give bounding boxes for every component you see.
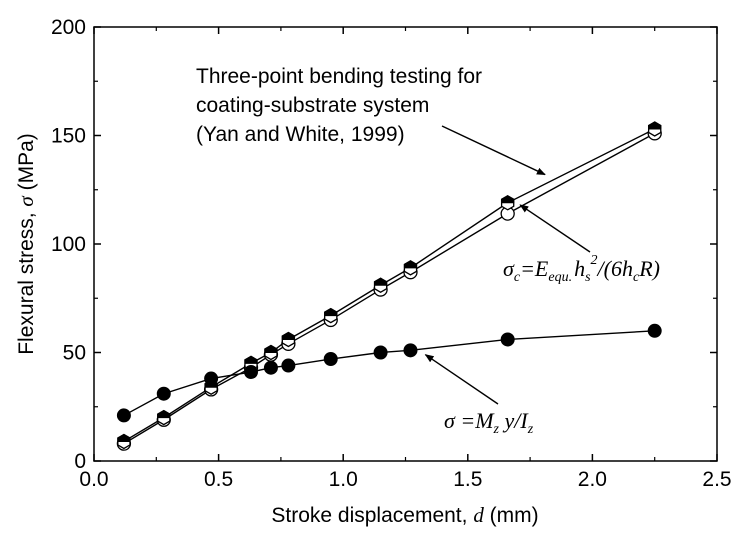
series-filled-circle: [116, 323, 662, 423]
arrow-sigma: [424, 354, 499, 405]
x-tick-label: 0.0: [79, 468, 108, 491]
x-axis-title: Stroke displacement, d (mm): [271, 503, 538, 527]
x-tick-label: 0.5: [204, 468, 233, 491]
series-line: [123, 132, 656, 445]
data-point: [156, 386, 171, 401]
annotation-three-point: Three-point bending testing for coating-…: [196, 65, 482, 146]
annotation-sigma-formula: σ =Mz y/Iz: [444, 408, 534, 437]
data-point: [647, 121, 662, 137]
data-point: [647, 323, 662, 338]
data-point: [117, 433, 131, 450]
data-point: [373, 345, 388, 360]
series-layer: [116, 121, 662, 451]
y-axis-ticks: 0 50 100 150 200: [51, 16, 717, 473]
arrow-three-point: [441, 125, 546, 176]
series-line: [123, 330, 655, 417]
data-point: [403, 343, 418, 358]
y-tick-label: 0: [74, 450, 86, 473]
annotation-line-2: coating-substrate system: [196, 94, 429, 117]
plot-frame: [93, 26, 718, 462]
annotation-line-3: (Yan and White, 1999): [196, 123, 405, 146]
data-point: [157, 409, 171, 426]
y-tick-label: 50: [63, 342, 86, 365]
data-point: [243, 365, 258, 380]
series-half-filled-hexagon: [117, 121, 662, 450]
series-open-circle: [116, 126, 662, 451]
data-point: [373, 277, 388, 293]
data-point: [264, 344, 278, 361]
y-axis-title: Flexural stress, σ (MPa): [14, 133, 38, 355]
data-point: [281, 331, 296, 348]
x-axis-ticks: 0.0 0.5 1.0 1.5 2.0 2.5: [79, 27, 732, 491]
annotation-arrows: [424, 125, 591, 405]
annotation-line-1: Three-point bending testing for: [196, 65, 482, 88]
annotation-sigma-c-formula: σc=Eequ.hs2/(6hcR): [503, 253, 660, 285]
data-point: [500, 332, 515, 347]
data-point: [324, 307, 338, 324]
x-tick-label: 2.5: [702, 468, 731, 491]
x-tick-label: 1.5: [453, 468, 482, 491]
data-point: [323, 352, 338, 367]
x-tick-label: 1.0: [329, 468, 358, 491]
y-tick-label: 100: [51, 233, 86, 256]
data-point: [263, 360, 278, 375]
x-tick-label: 2.0: [578, 468, 607, 491]
y-tick-label: 150: [51, 125, 86, 148]
data-point: [281, 358, 296, 373]
data-point: [204, 371, 219, 386]
y-tick-label: 200: [51, 16, 86, 39]
data-point: [500, 195, 515, 211]
data-point: [116, 408, 131, 423]
data-point: [403, 260, 418, 276]
arrow-sigma-c: [519, 204, 591, 253]
